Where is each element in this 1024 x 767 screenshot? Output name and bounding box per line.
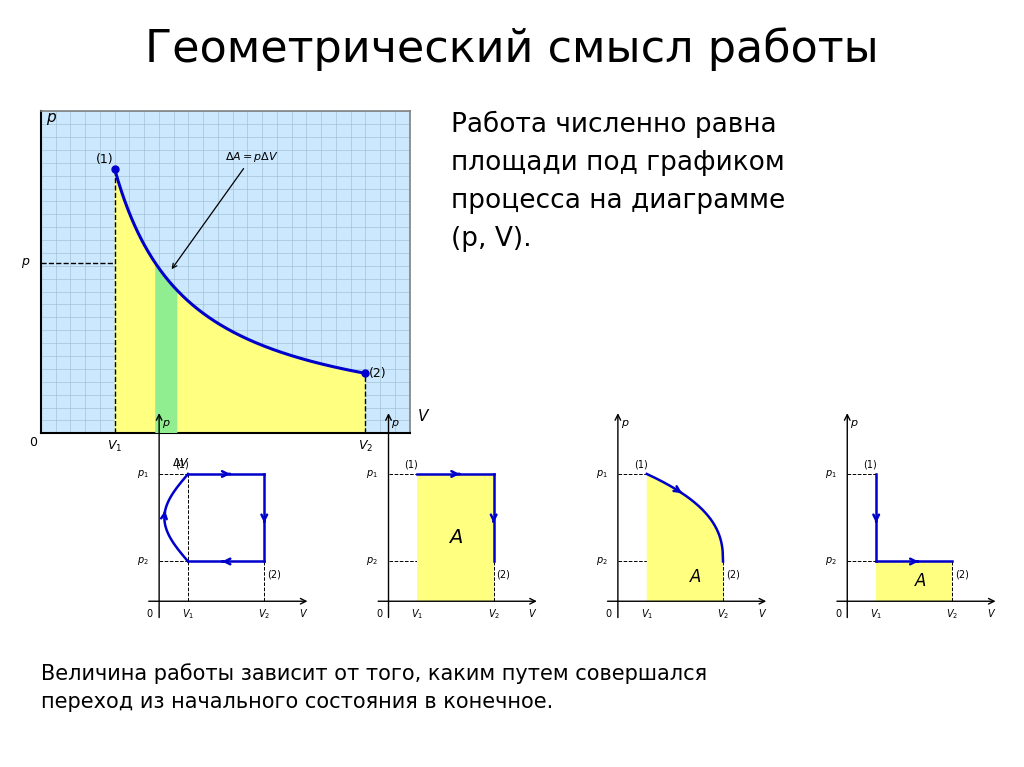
Text: (1): (1) bbox=[96, 153, 114, 166]
Text: Работа численно равна
площади под графиком
процесса на диаграмме
(p, V).: Работа численно равна площади под график… bbox=[451, 111, 784, 252]
Polygon shape bbox=[156, 263, 177, 433]
Text: $V$: $V$ bbox=[758, 607, 767, 619]
Text: $V$: $V$ bbox=[299, 607, 308, 619]
Text: $p_2$: $p_2$ bbox=[367, 555, 378, 568]
Text: $V_1$: $V_1$ bbox=[182, 607, 195, 621]
Bar bbox=[877, 561, 952, 601]
Text: $V$: $V$ bbox=[528, 607, 538, 619]
Text: $V_1$: $V_1$ bbox=[412, 607, 424, 621]
Text: 0: 0 bbox=[605, 609, 611, 619]
Text: $V_2$: $V_2$ bbox=[717, 607, 729, 621]
Text: (2): (2) bbox=[369, 367, 387, 380]
Text: $V_2$: $V_2$ bbox=[487, 607, 500, 621]
Text: $V_2$: $V_2$ bbox=[258, 607, 270, 621]
Polygon shape bbox=[115, 170, 366, 433]
Text: (1): (1) bbox=[175, 459, 188, 469]
Text: (1): (1) bbox=[634, 459, 647, 469]
Text: $\Delta A = p\Delta V$: $\Delta A = p\Delta V$ bbox=[172, 150, 280, 268]
Text: $p$: $p$ bbox=[621, 418, 629, 430]
Text: $p_1$: $p_1$ bbox=[825, 468, 837, 480]
Text: $V_2$: $V_2$ bbox=[357, 439, 373, 453]
Text: (2): (2) bbox=[726, 569, 739, 579]
Text: 0: 0 bbox=[146, 609, 153, 619]
Text: (1): (1) bbox=[863, 459, 877, 469]
Text: $\Delta V$: $\Delta V$ bbox=[172, 456, 190, 468]
Text: $V$: $V$ bbox=[417, 408, 430, 423]
Text: Геометрический смысл работы: Геометрический смысл работы bbox=[145, 27, 879, 71]
Text: $V_1$: $V_1$ bbox=[108, 439, 122, 453]
Text: $p_2$: $p_2$ bbox=[825, 555, 837, 568]
Text: Величина работы зависит от того, каким путем совершался
переход из начального со: Величина работы зависит от того, каким п… bbox=[41, 663, 708, 713]
Text: $p$: $p$ bbox=[162, 418, 170, 430]
Text: $V$: $V$ bbox=[987, 607, 996, 619]
Text: $p$: $p$ bbox=[20, 255, 30, 270]
Text: (2): (2) bbox=[497, 569, 510, 579]
Text: $p_1$: $p_1$ bbox=[596, 468, 607, 480]
Text: 0: 0 bbox=[30, 436, 38, 449]
Polygon shape bbox=[647, 474, 723, 601]
Text: 0: 0 bbox=[376, 609, 382, 619]
Text: $p$: $p$ bbox=[46, 111, 57, 127]
Text: $p_1$: $p_1$ bbox=[367, 468, 378, 480]
Text: $V_2$: $V_2$ bbox=[946, 607, 958, 621]
Text: $V_1$: $V_1$ bbox=[641, 607, 653, 621]
Text: $p_1$: $p_1$ bbox=[137, 468, 148, 480]
Text: (2): (2) bbox=[267, 569, 281, 579]
Text: $A$: $A$ bbox=[914, 572, 928, 591]
Text: $p$: $p$ bbox=[391, 418, 399, 430]
Text: $V_1$: $V_1$ bbox=[870, 607, 883, 621]
Text: (1): (1) bbox=[404, 459, 418, 469]
Text: $p$: $p$ bbox=[850, 418, 858, 430]
Text: $A$: $A$ bbox=[449, 528, 463, 547]
Text: (2): (2) bbox=[955, 569, 969, 579]
Text: $p_2$: $p_2$ bbox=[596, 555, 607, 568]
Text: $p_2$: $p_2$ bbox=[137, 555, 148, 568]
Bar bbox=[418, 474, 494, 601]
Text: 0: 0 bbox=[835, 609, 841, 619]
Text: $A$: $A$ bbox=[689, 568, 702, 587]
